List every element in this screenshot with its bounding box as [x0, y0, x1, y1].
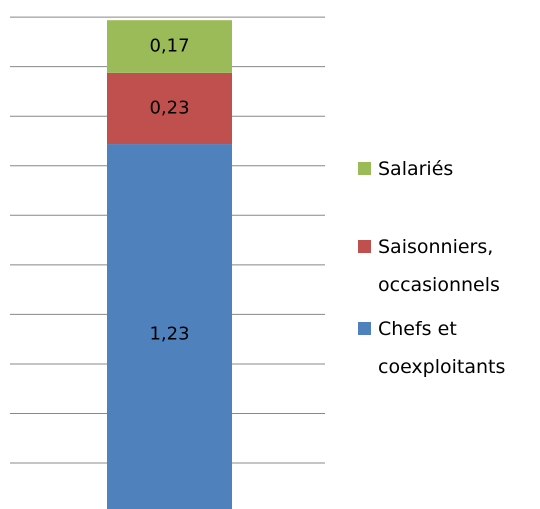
- legend-label: Salariés: [378, 158, 454, 180]
- legend-label: Chefs et coexploitants: [378, 318, 506, 378]
- legend-swatch: [358, 240, 371, 253]
- legend-swatch: [358, 162, 371, 175]
- bar-segment: [107, 144, 232, 509]
- legend-swatch: [358, 322, 371, 335]
- data-label: 1,23: [149, 324, 189, 345]
- data-label: 0,17: [149, 36, 189, 57]
- data-label: 0,23: [149, 97, 189, 118]
- bar-segment: [107, 72, 232, 145]
- bar-segment: [107, 20, 232, 73]
- legend-label: Saisonniers, occasionnels: [378, 236, 500, 296]
